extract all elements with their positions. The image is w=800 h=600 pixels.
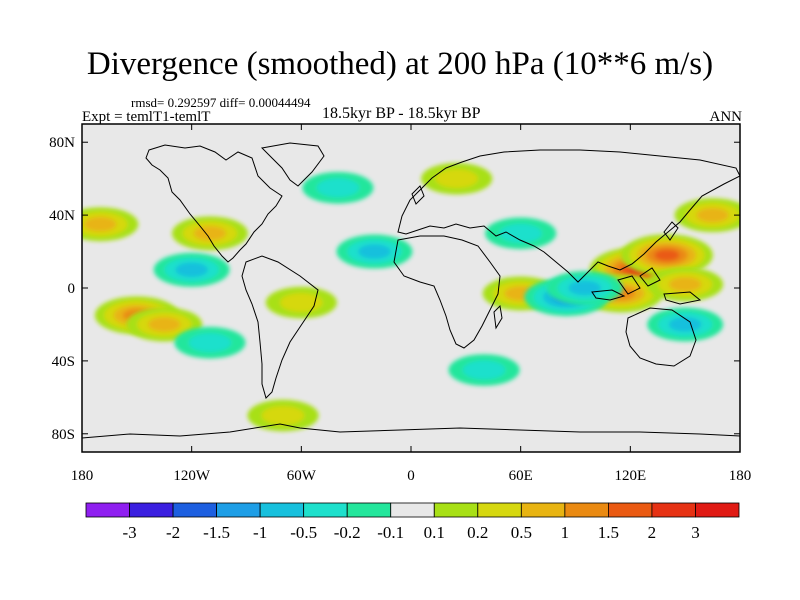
colorbar-swatch	[303, 502, 348, 518]
coastline-maritime-continent	[591, 267, 702, 305]
colorbar: -3 -2 -1.5 -1 -0.5 -0.2 -0.1 0.1 0.2 0.5 1 1.5 2 3	[85, 502, 740, 542]
coastlines	[82, 142, 740, 439]
coastline-japan	[663, 221, 679, 241]
contour-level	[193, 226, 227, 241]
coastline-north-america	[145, 144, 283, 263]
x-tick-label: 180	[729, 468, 752, 484]
coastline-antarctica	[82, 423, 740, 439]
contour-level	[654, 249, 680, 261]
contour-level	[188, 333, 232, 353]
colorbar-swatch	[390, 502, 435, 518]
x-tick-label: 120E	[614, 468, 646, 484]
colorbar-label: -0.1	[377, 523, 404, 542]
contour-level	[499, 223, 543, 243]
x-tick-label: 0	[407, 468, 415, 484]
y-tick-label: 40S	[52, 354, 75, 370]
contour-level	[175, 262, 208, 278]
contour-level	[358, 244, 391, 259]
colorbar-label: -2	[166, 523, 180, 542]
divergence-feature	[336, 234, 413, 269]
colorbar-swatch	[477, 502, 522, 518]
coastline-africa	[393, 235, 501, 349]
stats-text: rmsd= 0.292597 diff= 0.00044494	[131, 95, 311, 110]
y-tick-label: 40N	[49, 208, 75, 224]
colorbar-swatch	[129, 502, 174, 518]
y-tick-label: 80S	[52, 427, 75, 443]
x-tick-label: 180	[71, 468, 94, 484]
y-tick-label: 0	[68, 281, 76, 297]
divergence-feature	[647, 307, 724, 342]
plot-title: Divergence (smoothed) at 200 hPa (10**6 …	[86, 46, 714, 82]
colorbar-label: 0.2	[467, 523, 488, 542]
colorbar-label: 0.5	[511, 523, 532, 542]
coastline-madagascar	[493, 304, 503, 330]
divergence-feature	[247, 399, 319, 432]
divergence-feature	[647, 267, 724, 302]
colorbar-swatch	[433, 502, 479, 518]
x-tick-label: 120W	[173, 468, 211, 484]
divergence-feature	[546, 271, 623, 305]
colorbar-swatch	[564, 502, 609, 518]
colorbar-label: 0.1	[424, 523, 445, 542]
divergence-feature	[265, 286, 337, 319]
colorbar-label: -0.5	[290, 523, 317, 542]
colorbar-label: -3	[122, 523, 136, 542]
contour-level	[462, 360, 506, 380]
divergence-feature	[485, 217, 557, 250]
coastline-australia	[625, 307, 697, 367]
coastline-eurasia	[397, 149, 740, 283]
colorbar-swatch	[172, 502, 217, 518]
colorbar-label: 1.5	[598, 523, 619, 542]
colorbar-swatch	[651, 502, 696, 518]
contour-level	[261, 406, 305, 426]
contour-level	[435, 169, 479, 189]
divergence-feature	[448, 354, 520, 386]
map-axes: 180 120W 60W 0 60E 120E 180 80N 40N 0 40S 80S	[49, 124, 751, 484]
season-label: ANN	[709, 109, 743, 125]
colorbar-label: 2	[648, 523, 657, 542]
colorbar-label: 1	[561, 523, 570, 542]
contour-level	[147, 317, 181, 332]
contour-level	[279, 293, 323, 313]
coastline-south-america	[241, 255, 319, 399]
colorbar-label: 3	[691, 523, 700, 542]
contour-level	[668, 317, 702, 332]
divergence-feature	[302, 171, 374, 204]
colorbar-swatch	[85, 502, 130, 518]
divergence-feature	[620, 234, 713, 277]
colorbar-label: -1.5	[203, 523, 230, 542]
experiment-label: Expt = temlT1-temlT	[82, 109, 211, 125]
divergence-field	[82, 162, 740, 432]
period-label: 18.5kyr BP - 18.5kyr BP	[322, 105, 481, 122]
coastline-greenland	[260, 142, 325, 187]
colorbar-swatch	[216, 502, 261, 518]
x-tick-label: 60W	[287, 468, 317, 484]
colorbar-swatch	[259, 502, 305, 518]
colorbar-label: -1	[253, 523, 267, 542]
contour-level	[83, 216, 117, 232]
y-tick-label: 80N	[49, 135, 75, 151]
divergence-feature	[171, 216, 248, 251]
divergence-feature	[174, 326, 246, 359]
contour-level	[696, 207, 729, 223]
contour-level	[668, 277, 702, 292]
colorbar-swatch	[346, 502, 392, 518]
contour-level	[568, 280, 601, 296]
divergence-feature	[674, 198, 740, 233]
colorbar-swatch	[608, 502, 653, 518]
x-tick-label: 60E	[509, 468, 533, 484]
divergence-feature	[82, 207, 139, 242]
colorbar-label: -0.2	[334, 523, 361, 542]
coastline-british-isles	[411, 185, 425, 205]
divergence-feature	[153, 252, 230, 287]
divergence-feature	[421, 162, 493, 195]
colorbar-swatch	[520, 502, 566, 518]
colorbar-swatch	[695, 502, 740, 518]
contour-level	[316, 178, 360, 198]
